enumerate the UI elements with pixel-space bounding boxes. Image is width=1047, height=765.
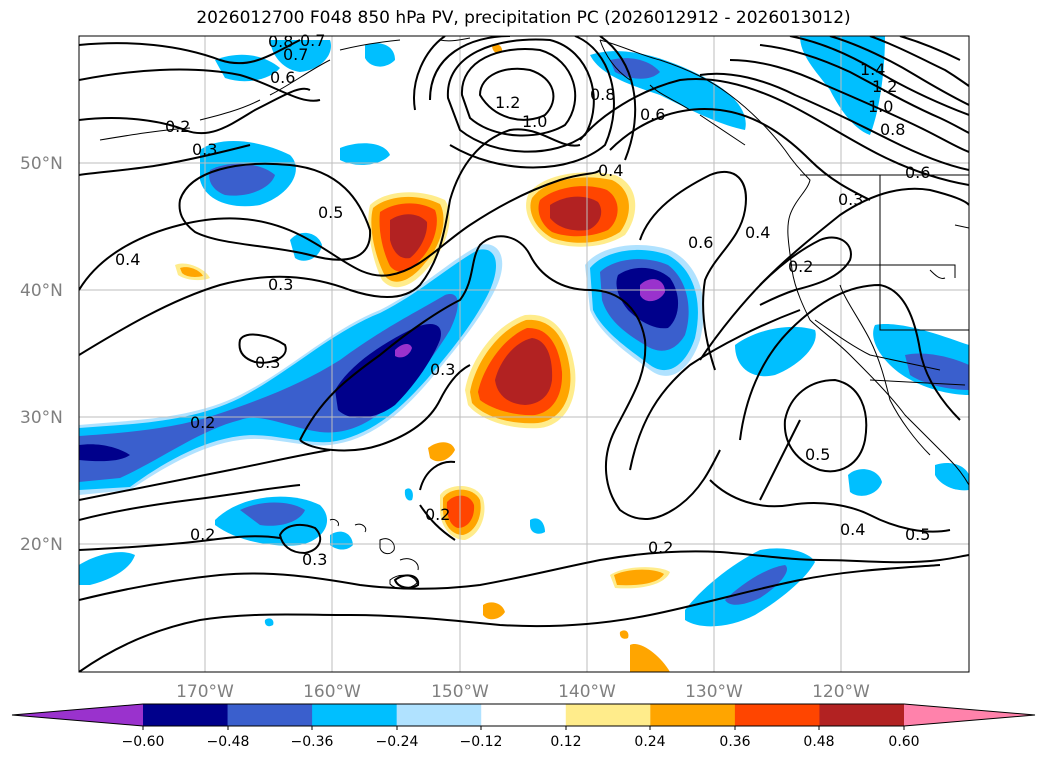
lat-label-50n: 50°N: [20, 154, 63, 174]
colorbar-tick-label: −0.24: [376, 734, 419, 750]
colorbar-segment: [396, 704, 482, 726]
lat-label-30n: 30°N: [20, 408, 63, 428]
contour-label: 0.8: [268, 32, 293, 51]
contour-label: 0.3: [430, 360, 455, 379]
contour-label: 0.5: [318, 203, 343, 222]
lon-label-120w: 120°W: [812, 682, 870, 702]
contour-label: 0.6: [688, 233, 713, 252]
colorbar-segment: [565, 704, 651, 726]
contour-label: 0.8: [880, 120, 905, 139]
latitude-labels: 50°N 40°N 30°N 20°N: [20, 154, 63, 555]
contour-label: 1.0: [868, 97, 893, 116]
precip-negative-fill: [79, 36, 969, 627]
colorbar-segment: [819, 704, 905, 726]
lat-label-20n: 20°N: [20, 535, 63, 555]
coastlines: [99, 37, 969, 589]
colorbar-extend-min: [12, 704, 143, 726]
contour-label: 0.2: [190, 413, 215, 432]
colorbar-segment: [734, 704, 820, 726]
colorbar-tick-label: 0.24: [634, 734, 665, 750]
lon-label-170w: 170°W: [176, 682, 234, 702]
lon-label-140w: 140°W: [558, 682, 616, 702]
contour-label: 0.3: [255, 353, 280, 372]
contour-label: 0.4: [598, 161, 623, 180]
contour-label: 0.2: [648, 538, 673, 557]
contour-label: 0.3: [192, 140, 217, 159]
colorbar-tick-label: −0.12: [460, 734, 503, 750]
pv-contours: [79, 36, 969, 672]
colorbar-segment: [143, 704, 229, 726]
colorbar-tick-label: −0.36: [291, 734, 334, 750]
colorbar-segment: [227, 704, 313, 726]
contour-label: 0.2: [788, 257, 813, 276]
colorbar-segment: [481, 704, 567, 726]
contour-label: 1.4: [860, 60, 885, 79]
contour-label: 0.8: [590, 85, 615, 104]
contour-label: 1.0: [522, 112, 547, 131]
contour-label: 0.6: [270, 68, 295, 87]
lat-label-40n: 40°N: [20, 281, 63, 301]
colorbar-extend-max: [904, 704, 1035, 726]
contour-label: 0.2: [190, 525, 215, 544]
precip-positive-fill: [175, 43, 670, 672]
contour-label: 0.4: [840, 520, 865, 539]
contour-label: 1.2: [872, 77, 897, 96]
contour-label: 0.2: [425, 505, 450, 524]
colorbar-tick-label: −0.60: [122, 734, 165, 750]
colorbar-tick-label: 0.36: [719, 734, 750, 750]
contour-label: 0.4: [115, 250, 140, 269]
contour-label: 0.7: [283, 45, 308, 64]
colorbar-segment: [312, 704, 398, 726]
gridlines: [79, 36, 969, 672]
map-border: [78, 35, 970, 673]
lon-label-130w: 130°W: [685, 682, 743, 702]
lon-label-150w: 150°W: [431, 682, 489, 702]
contour-label: 0.5: [805, 445, 830, 464]
map-title: 2026012700 F048 850 hPa PV, precipitatio…: [196, 8, 851, 28]
colorbar-tick-label: 0.60: [888, 734, 919, 750]
colorbar-tick-label: 0.48: [803, 734, 834, 750]
contour-label: 0.6: [640, 105, 665, 124]
contour-label: 0.3: [268, 275, 293, 294]
contour-label: 1.2: [495, 93, 520, 112]
colorbar-tick-label: 0.12: [550, 734, 581, 750]
colorbar-segment: [650, 704, 736, 726]
contour-label: 0.5: [905, 525, 930, 544]
longitude-labels: 170°W 160°W 150°W 140°W 130°W 120°W: [176, 682, 870, 702]
contour-label: 0.4: [745, 223, 770, 242]
contour-label: 0.3: [302, 550, 327, 569]
colorbar: −0.60 −0.48 −0.36 −0.24 −0.12 0.12 0.24 0.36 0.4…: [11, 703, 1036, 750]
lon-label-160w: 160°W: [303, 682, 361, 702]
contour-labels: 0.8 0.7 0.6 0.7 1.2 1.0 0.8 0.6 1.4 1.2 …: [115, 31, 930, 569]
contour-label: 0.2: [165, 117, 190, 136]
colorbar-tick-label: −0.48: [207, 734, 250, 750]
contour-label: 0.7: [300, 31, 325, 50]
contour-label: 0.3: [838, 190, 863, 209]
contour-label: 0.6: [905, 163, 930, 182]
